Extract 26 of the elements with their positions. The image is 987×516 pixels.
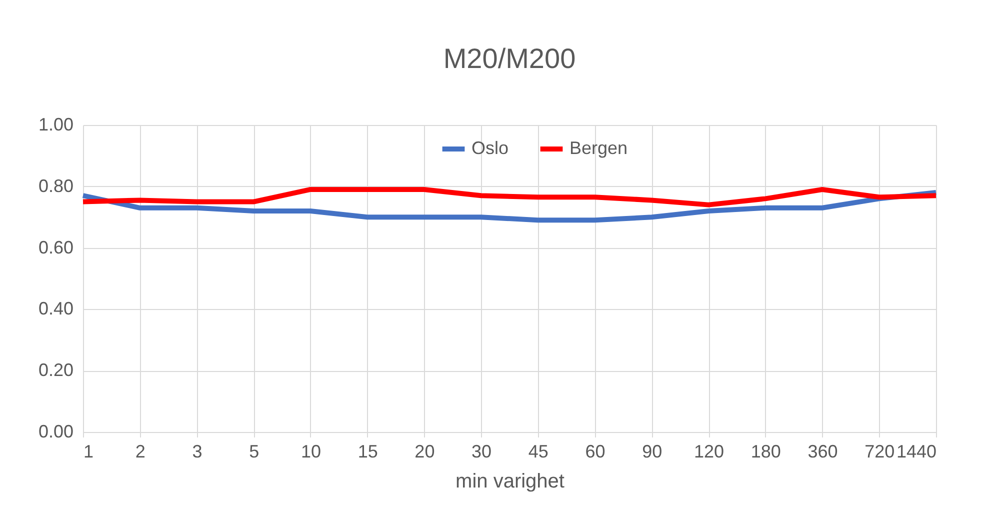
y-tick-label: 0.00 <box>38 422 74 442</box>
x-tick-label: 120 <box>694 442 724 462</box>
x-tick-label: 3 <box>192 442 202 462</box>
legend-label: Bergen <box>570 138 628 158</box>
y-tick-label: 0.20 <box>38 360 74 380</box>
x-tick-label: 720 <box>864 442 895 462</box>
x-tick-label: 60 <box>585 442 606 462</box>
x-tick-label: 5 <box>249 442 260 462</box>
chart-title: M20/M200 <box>443 43 576 74</box>
x-tick-label: 360 <box>808 442 838 462</box>
x-tick-label: 30 <box>472 442 492 462</box>
x-tick-label: 90 <box>642 442 662 462</box>
x-tick-label: 20 <box>414 442 435 462</box>
y-tick-label: 0.80 <box>38 176 74 196</box>
x-tick-label: 45 <box>528 442 548 462</box>
x-tick-label: 2 <box>135 442 146 462</box>
x-tick-label: 10 <box>300 442 321 462</box>
x-tick-label: 1440 <box>896 442 936 462</box>
y-tick-label: 0.60 <box>38 237 74 258</box>
x-axis-title: min varighet <box>456 470 565 492</box>
x-tick-label: 15 <box>358 442 378 462</box>
y-tick-label: 1.00 <box>38 114 74 134</box>
x-tick-label: 180 <box>750 442 781 462</box>
legend-label: Oslo <box>472 138 509 158</box>
x-tick-label: 1 <box>84 442 94 462</box>
y-tick-label: 0.40 <box>38 298 74 319</box>
